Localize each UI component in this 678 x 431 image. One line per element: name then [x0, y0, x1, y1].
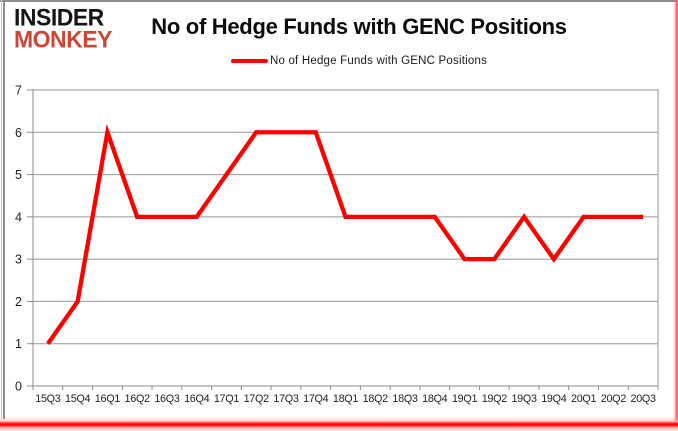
- svg-text:4: 4: [15, 210, 22, 224]
- svg-text:6: 6: [15, 126, 22, 140]
- svg-text:17Q4: 17Q4: [303, 393, 329, 405]
- svg-text:15Q3: 15Q3: [35, 393, 61, 405]
- svg-text:20Q3: 20Q3: [631, 393, 657, 405]
- svg-text:19Q4: 19Q4: [541, 393, 567, 405]
- logo-word-monkey: MONKEY: [14, 24, 112, 53]
- svg-text:20Q2: 20Q2: [601, 393, 627, 405]
- card-bottom-red-glow: [0, 417, 678, 431]
- svg-text:1: 1: [15, 337, 22, 351]
- svg-text:17Q3: 17Q3: [273, 393, 299, 405]
- svg-text:18Q1: 18Q1: [333, 393, 359, 405]
- svg-text:16Q4: 16Q4: [184, 393, 210, 405]
- legend-label: No of Hedge Funds with GENC Positions: [269, 55, 488, 67]
- card-left-border-outer: [1, 0, 2, 419]
- insider-monkey-logo: INSIDER MONKEY: [14, 3, 112, 53]
- svg-text:16Q1: 16Q1: [95, 393, 121, 405]
- svg-text:17Q1: 17Q1: [214, 393, 240, 405]
- svg-text:19Q3: 19Q3: [511, 393, 537, 405]
- svg-text:15Q4: 15Q4: [65, 393, 91, 405]
- svg-text:19Q1: 19Q1: [452, 393, 478, 405]
- legend-line-swatch-icon: [230, 58, 268, 64]
- svg-text:5: 5: [15, 168, 22, 182]
- svg-text:18Q4: 18Q4: [422, 393, 448, 405]
- svg-text:18Q2: 18Q2: [363, 393, 389, 405]
- svg-text:0: 0: [15, 380, 22, 394]
- svg-text:20Q1: 20Q1: [571, 393, 597, 405]
- svg-text:2: 2: [15, 295, 22, 309]
- card-top-border: [0, 0, 678, 2]
- svg-text:7: 7: [15, 84, 22, 98]
- chart-legend: No of Hedge Funds with GENC Positions: [60, 55, 658, 67]
- chart-title: No of Hedge Funds with GENC Positions: [151, 14, 567, 39]
- svg-text:17Q2: 17Q2: [244, 393, 270, 405]
- logo-word-insider: INSIDER: [14, 3, 104, 31]
- svg-text:16Q2: 16Q2: [125, 393, 151, 405]
- svg-text:3: 3: [15, 253, 22, 267]
- svg-text:19Q2: 19Q2: [482, 393, 508, 405]
- card-right-red-glow: [673, 0, 678, 421]
- svg-text:18Q3: 18Q3: [392, 393, 418, 405]
- svg-text:16Q3: 16Q3: [154, 393, 180, 405]
- card-left-border: [3, 0, 5, 419]
